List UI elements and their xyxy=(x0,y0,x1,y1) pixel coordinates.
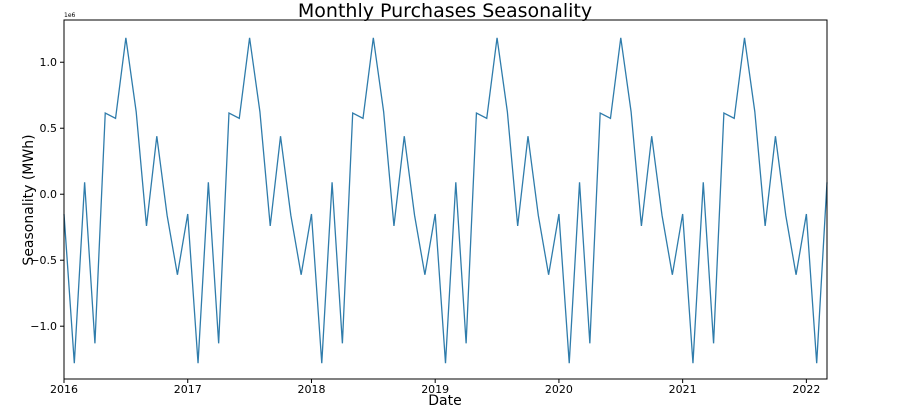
chart-title: Monthly Purchases Seasonality xyxy=(298,0,592,22)
y-scale-exponent-label: 1e6 xyxy=(64,12,76,19)
x-tick-label: 2017 xyxy=(174,383,202,396)
y-tick-label: 1.0 xyxy=(40,56,58,69)
x-tick-label: 2021 xyxy=(669,383,697,396)
axis-ticks: 2016 2017 2018 2019 2020 2021 2022 −1.0 −0.5 0.0 0… xyxy=(30,56,820,396)
x-tick-label: 2018 xyxy=(297,383,325,396)
x-tick-label: 2016 xyxy=(50,383,78,396)
y-tick-label: −1.0 xyxy=(30,320,57,333)
x-tick-label: 2020 xyxy=(545,383,573,396)
y-axis-title: Seasonality (MWh) xyxy=(21,134,37,265)
seasonality-series-line xyxy=(63,37,828,364)
x-tick-label: 2022 xyxy=(792,383,820,396)
x-axis-title: Date xyxy=(428,393,461,409)
series-layer xyxy=(63,37,828,364)
x-tick-label: 2019 xyxy=(421,383,449,396)
y-tick-label: 0.5 xyxy=(40,122,58,135)
y-tick-label: 0.0 xyxy=(40,188,58,201)
plot-frame xyxy=(63,19,828,380)
y-tick-label: −0.5 xyxy=(30,254,57,267)
